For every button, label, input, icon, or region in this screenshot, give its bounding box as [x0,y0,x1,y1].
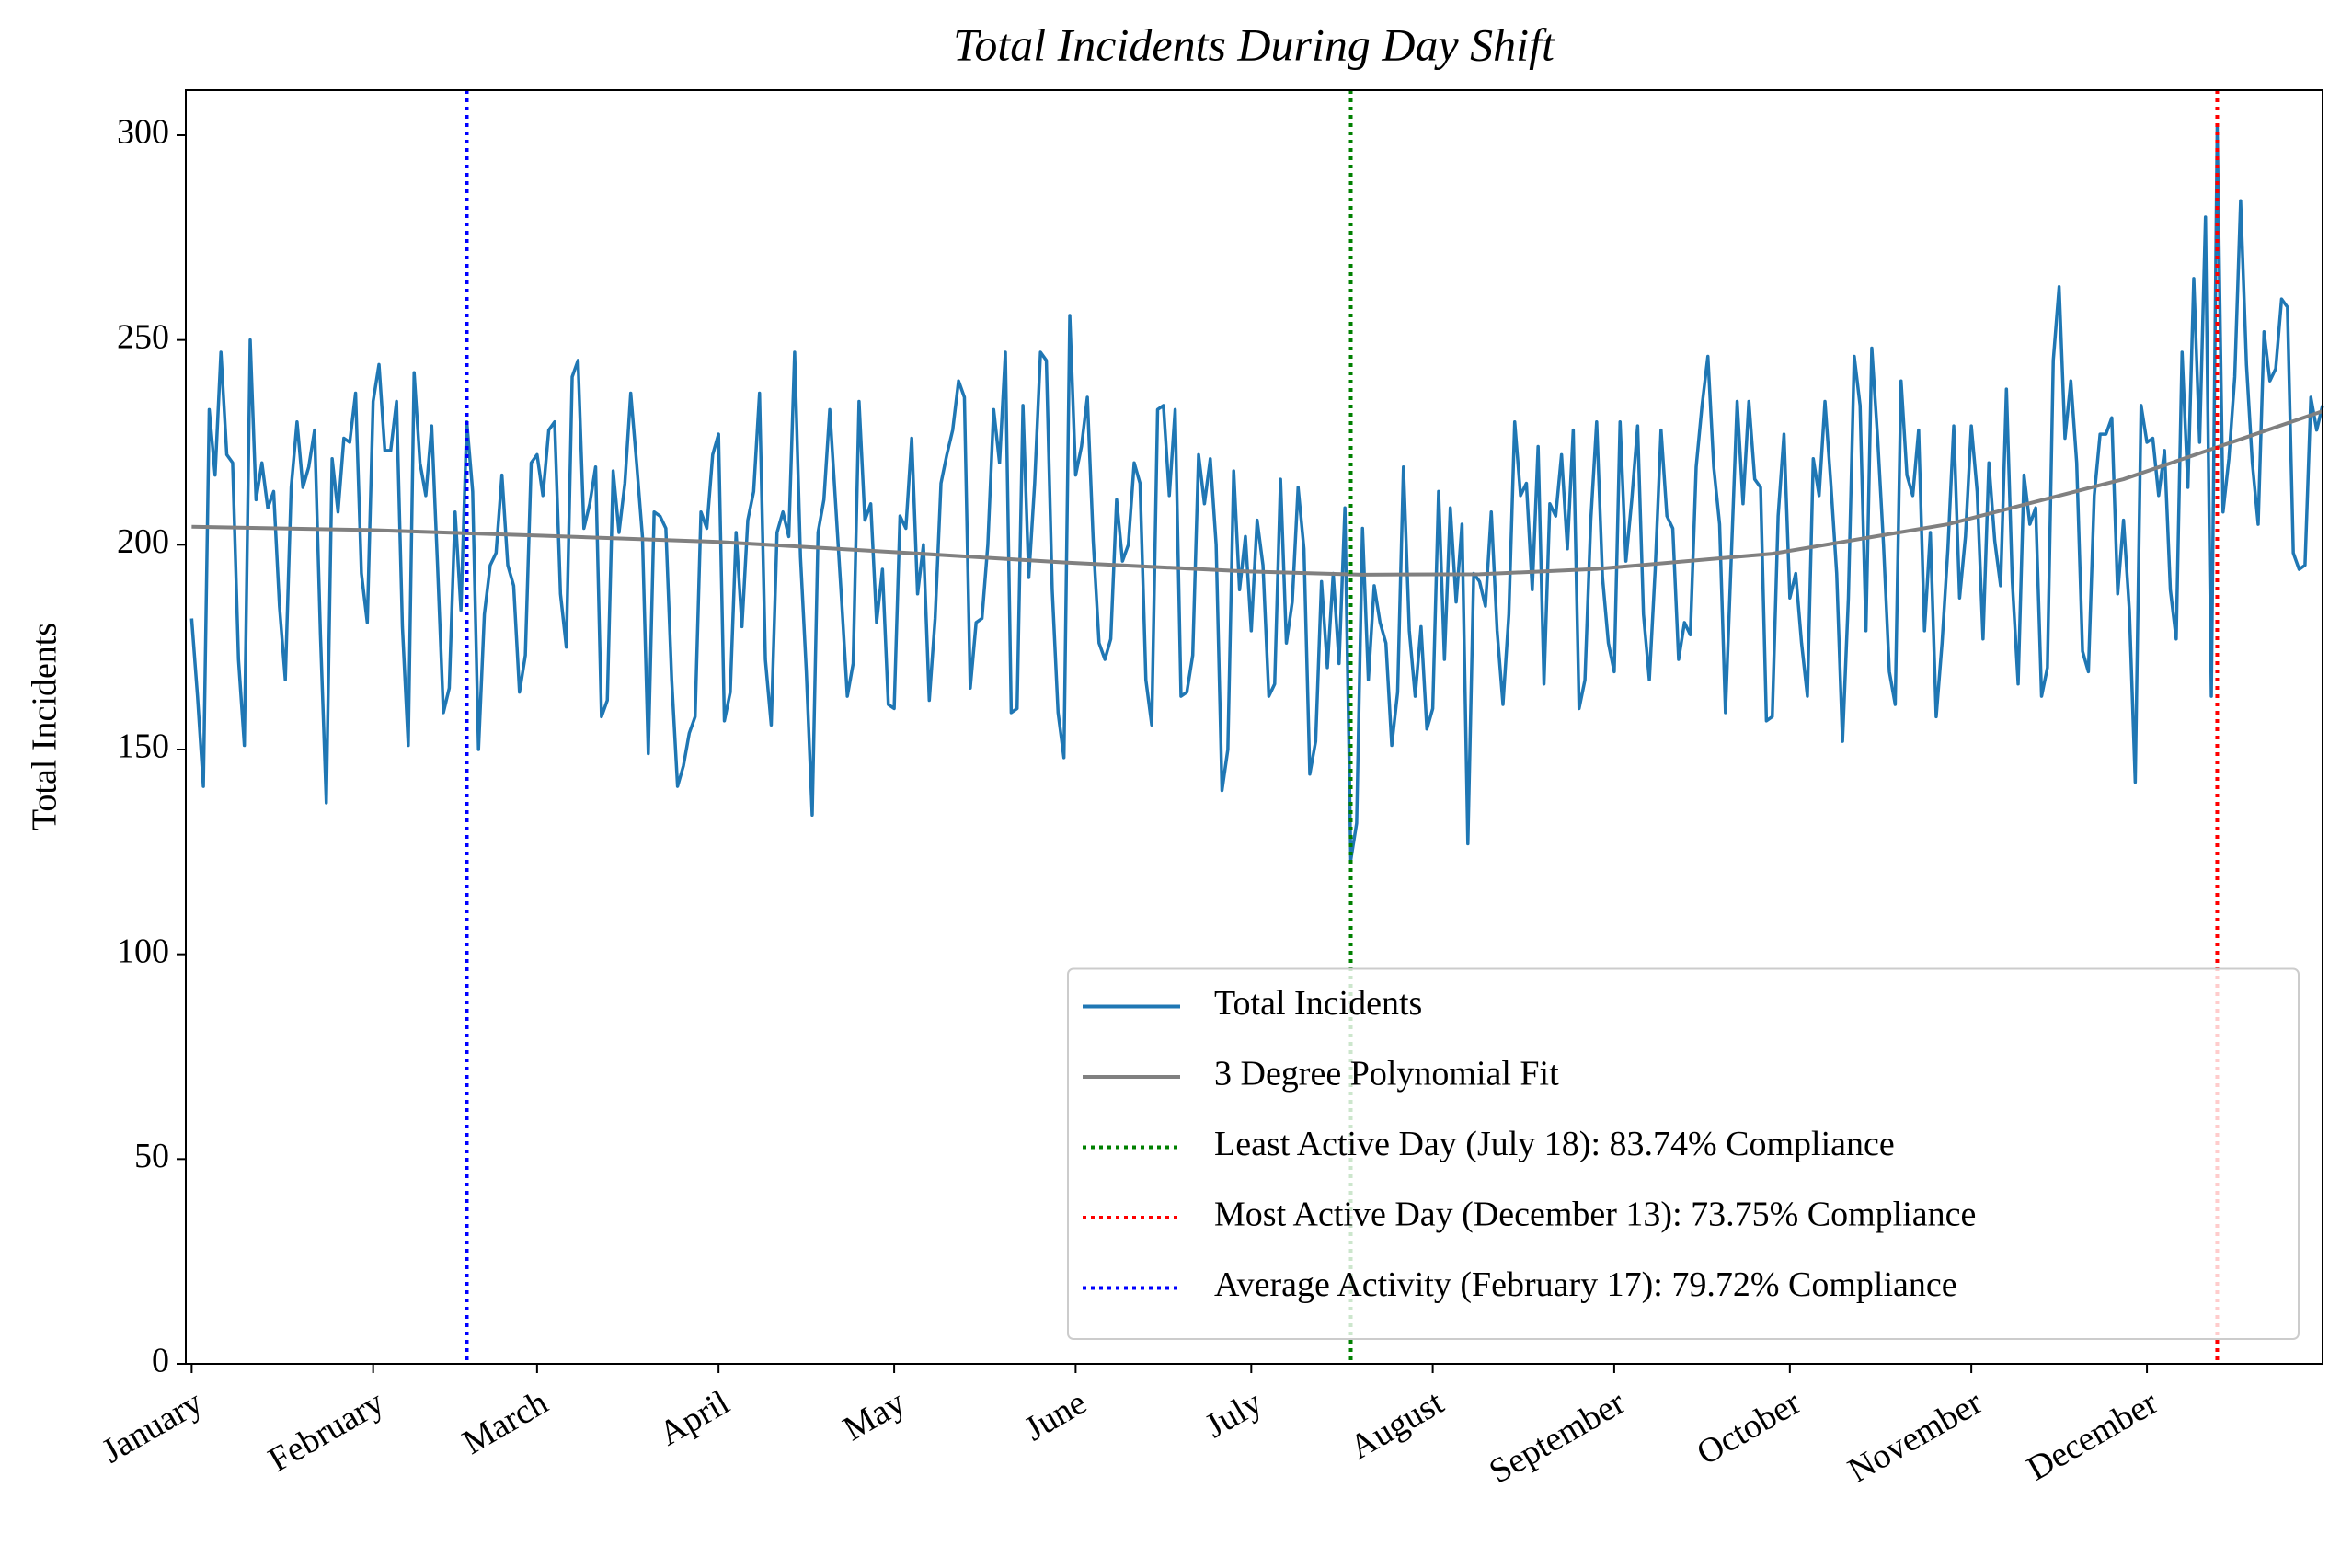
y-tick-label: 200 [117,522,169,561]
y-tick-label: 50 [134,1137,169,1175]
y-tick-label: 150 [117,727,169,766]
data-line [189,125,2324,862]
x-tick-label: December [2021,1383,2165,1489]
legend-label: Total Incidents [1214,984,1422,1023]
y-tick-label: 100 [117,932,169,970]
x-tick-label: February [262,1383,391,1480]
legend-label: Most Active Day (December 13): 73.75% Co… [1214,1196,1976,1234]
x-tick-label: November [1841,1383,1989,1491]
x-tick-label: June [1018,1383,1093,1448]
legend-box [1067,967,2300,1340]
x-tick-label: July [1199,1383,1268,1446]
y-tick-label: 0 [152,1342,169,1380]
x-tick-label: May [837,1383,912,1448]
x-tick-label: August [1343,1383,1450,1467]
legend-label: Average Activity (February 17): 79.72% C… [1214,1265,1957,1304]
data-line [191,409,2323,577]
x-tick-label: October [1691,1383,1807,1473]
x-tick-label: April [653,1383,736,1453]
legend-label: 3 Degree Polynomial Fit [1214,1055,1559,1093]
chart-title: Total Incidents During Day Shift [953,18,1555,70]
plot-frame [185,89,2323,1365]
x-tick-label: March [456,1383,555,1462]
y-axis-label: Total Incidents [26,623,64,830]
x-tick-label: January [96,1383,209,1471]
y-tick-label: 250 [117,317,169,356]
legend-label: Least Active Day (July 18): 83.74% Compl… [1214,1125,1895,1163]
y-tick-label: 300 [117,113,169,152]
x-tick-label: September [1483,1383,1632,1492]
